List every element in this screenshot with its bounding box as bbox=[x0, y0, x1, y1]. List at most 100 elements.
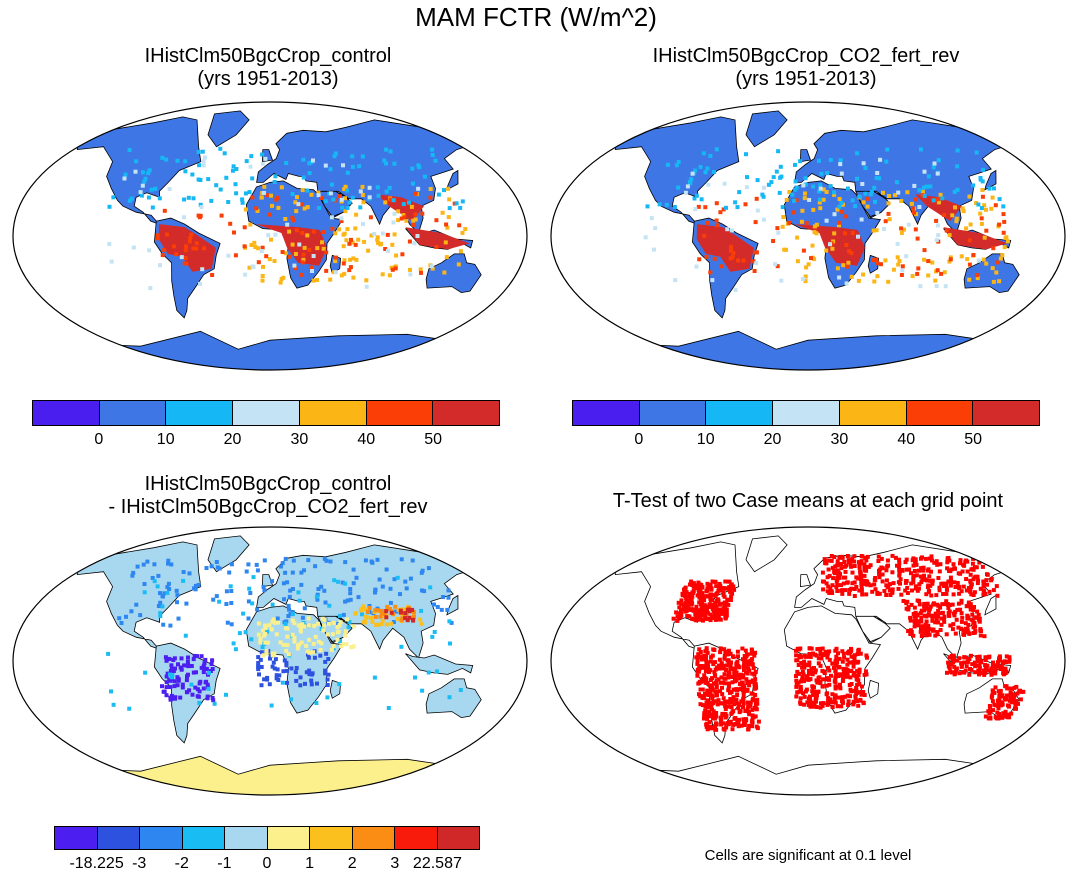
grid-cell bbox=[405, 618, 410, 623]
grid-cell bbox=[182, 261, 187, 266]
significant-cell bbox=[1007, 704, 1011, 709]
significant-cell bbox=[930, 578, 935, 583]
grid-cell bbox=[280, 561, 285, 566]
grid-cell bbox=[217, 566, 222, 571]
grid-cell bbox=[799, 219, 804, 224]
grid-cell bbox=[228, 221, 233, 226]
grid-cell bbox=[107, 242, 112, 246]
grid-cell bbox=[818, 197, 823, 202]
grid-cell bbox=[183, 169, 188, 174]
significant-cell bbox=[851, 654, 855, 659]
significant-cell bbox=[710, 579, 715, 584]
grid-cell bbox=[692, 196, 697, 201]
significant-cell bbox=[705, 594, 710, 599]
significant-cell bbox=[699, 599, 703, 604]
grid-cell bbox=[365, 609, 370, 614]
significant-cell bbox=[832, 555, 837, 559]
significant-cell bbox=[798, 679, 803, 684]
grid-cell bbox=[664, 202, 669, 207]
significant-cell bbox=[711, 699, 716, 704]
grid-cell bbox=[334, 255, 339, 260]
grid-cell bbox=[754, 261, 759, 266]
significant-cell bbox=[794, 674, 798, 678]
grid-cell bbox=[360, 154, 365, 159]
grid-cell bbox=[200, 149, 205, 154]
grid-cell bbox=[824, 218, 829, 223]
significant-cell bbox=[919, 634, 924, 638]
grid-cell bbox=[309, 672, 314, 677]
grid-cell bbox=[955, 148, 960, 153]
grid-cell bbox=[710, 278, 715, 283]
grid-cell bbox=[410, 166, 415, 171]
significant-cell bbox=[909, 581, 914, 586]
grid-cell bbox=[316, 587, 321, 591]
grid-cell bbox=[429, 264, 434, 269]
grid-cell bbox=[883, 219, 888, 224]
grid-cell bbox=[256, 661, 261, 665]
significant-cell bbox=[726, 675, 731, 680]
grid-cell bbox=[840, 209, 845, 214]
significant-cell bbox=[707, 714, 712, 719]
colorbar-tick-label: 0 bbox=[94, 431, 104, 448]
significant-cell bbox=[859, 692, 864, 697]
grid-cell bbox=[358, 205, 363, 210]
grid-cell bbox=[442, 270, 447, 275]
significant-cell bbox=[897, 573, 902, 578]
significant-cell bbox=[843, 694, 848, 699]
significant-cell bbox=[731, 709, 736, 714]
significant-cell bbox=[836, 695, 841, 700]
grid-cell bbox=[967, 262, 972, 267]
grid-cell bbox=[280, 250, 285, 254]
grid-cell bbox=[428, 195, 433, 200]
grid-cell bbox=[178, 695, 183, 700]
significant-cell bbox=[694, 614, 699, 619]
significant-cell bbox=[985, 663, 990, 668]
grid-cell bbox=[868, 192, 873, 197]
significant-cell bbox=[742, 684, 747, 689]
significant-cell bbox=[846, 558, 851, 563]
grid-cell bbox=[311, 650, 316, 655]
significant-cell bbox=[725, 704, 730, 709]
significant-cell bbox=[703, 704, 708, 709]
significant-cell bbox=[1003, 684, 1008, 689]
grid-cell bbox=[150, 205, 155, 210]
grid-cell bbox=[714, 223, 719, 228]
grid-cell bbox=[774, 169, 779, 174]
grid-cell bbox=[918, 284, 923, 289]
grid-cell bbox=[298, 272, 303, 277]
grid-cell bbox=[178, 665, 183, 670]
grid-cell bbox=[246, 562, 251, 567]
significant-cell bbox=[743, 717, 748, 722]
grid-cell bbox=[683, 190, 688, 195]
significant-cell bbox=[831, 700, 836, 705]
grid-cell bbox=[981, 257, 986, 262]
grid-cell bbox=[155, 233, 160, 238]
significant-cell bbox=[914, 573, 919, 578]
grid-cell bbox=[351, 275, 356, 280]
grid-cell bbox=[380, 611, 385, 616]
grid-cell bbox=[345, 188, 349, 193]
grid-cell bbox=[861, 200, 866, 205]
significant-cell bbox=[991, 660, 995, 665]
grid-cell bbox=[174, 252, 179, 257]
significant-cell bbox=[946, 610, 951, 615]
grid-cell bbox=[242, 244, 247, 249]
significant-cell bbox=[837, 555, 842, 560]
grid-cell bbox=[791, 210, 795, 215]
significant-cell bbox=[913, 584, 918, 589]
significant-cell bbox=[821, 587, 826, 592]
grid-cell bbox=[380, 584, 385, 589]
significant-cell bbox=[798, 700, 803, 705]
grid-cell bbox=[279, 277, 284, 281]
significant-cell bbox=[840, 555, 845, 560]
grid-cell bbox=[412, 615, 416, 620]
grid-cell bbox=[129, 609, 134, 614]
grid-cell bbox=[201, 663, 206, 668]
grid-cell bbox=[917, 188, 922, 193]
significant-cell bbox=[858, 569, 863, 574]
significant-cell bbox=[733, 666, 738, 671]
grid-cell bbox=[297, 598, 302, 603]
significant-cell bbox=[905, 599, 910, 604]
significant-cell bbox=[726, 721, 731, 726]
grid-cell bbox=[169, 562, 174, 567]
